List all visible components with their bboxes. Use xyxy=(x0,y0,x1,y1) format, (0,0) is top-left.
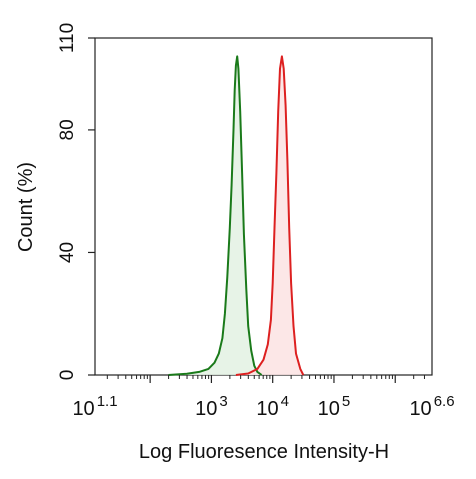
y-tick-label: 110 xyxy=(57,23,78,53)
x-tick-label: 10 5 xyxy=(318,393,351,420)
y-tick-label: 0 xyxy=(57,370,78,381)
series-1-line xyxy=(168,55,263,376)
x-tick-label: 10 3 xyxy=(195,393,228,420)
x-axis-title: Log Fluoresence Intensity-H xyxy=(139,441,389,463)
plot-area xyxy=(94,37,433,376)
y-axis: 0 40 80 110 xyxy=(57,23,95,380)
plot-frame xyxy=(94,37,433,376)
histogram-fills xyxy=(168,56,304,376)
x-tick-label: 10 6.6 xyxy=(409,393,454,420)
x-tick-label: 10 1.1 xyxy=(72,393,117,420)
x-tick-label: 10 4 xyxy=(256,393,289,420)
series-1-fill xyxy=(168,56,262,376)
y-tick-label: 80 xyxy=(57,119,78,140)
x-axis: 10 1.1 10 3 10 4 10 5 10 6.6 xyxy=(72,375,455,420)
histogram-lines xyxy=(168,55,305,376)
series-2-line xyxy=(235,55,305,376)
y-tick-label: 40 xyxy=(57,242,78,263)
y-axis-title: Count (%) xyxy=(15,162,37,252)
